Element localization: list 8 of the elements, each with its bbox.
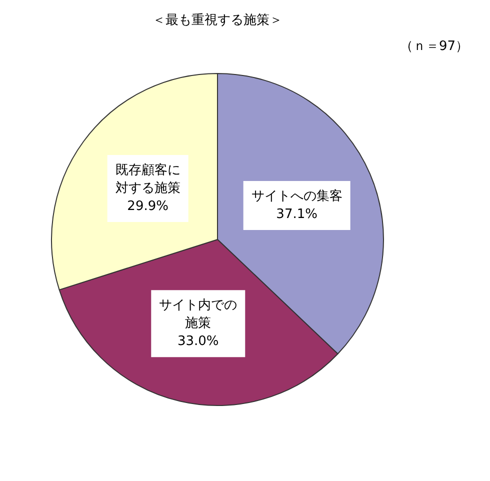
text: （ｎ＝97） [400,39,469,54]
slice-label: 既存顧客に対する施策 [115,162,180,196]
data-label: 29.9% [127,199,168,214]
data-label: 33.0% [177,334,219,350]
slice-label: サイトへの集客 [251,188,342,204]
data-label: 37.1% [276,206,318,222]
slice-label: サイト内での施策 [159,298,238,332]
chart-title: ＜最も重視する施策＞ [152,13,282,28]
